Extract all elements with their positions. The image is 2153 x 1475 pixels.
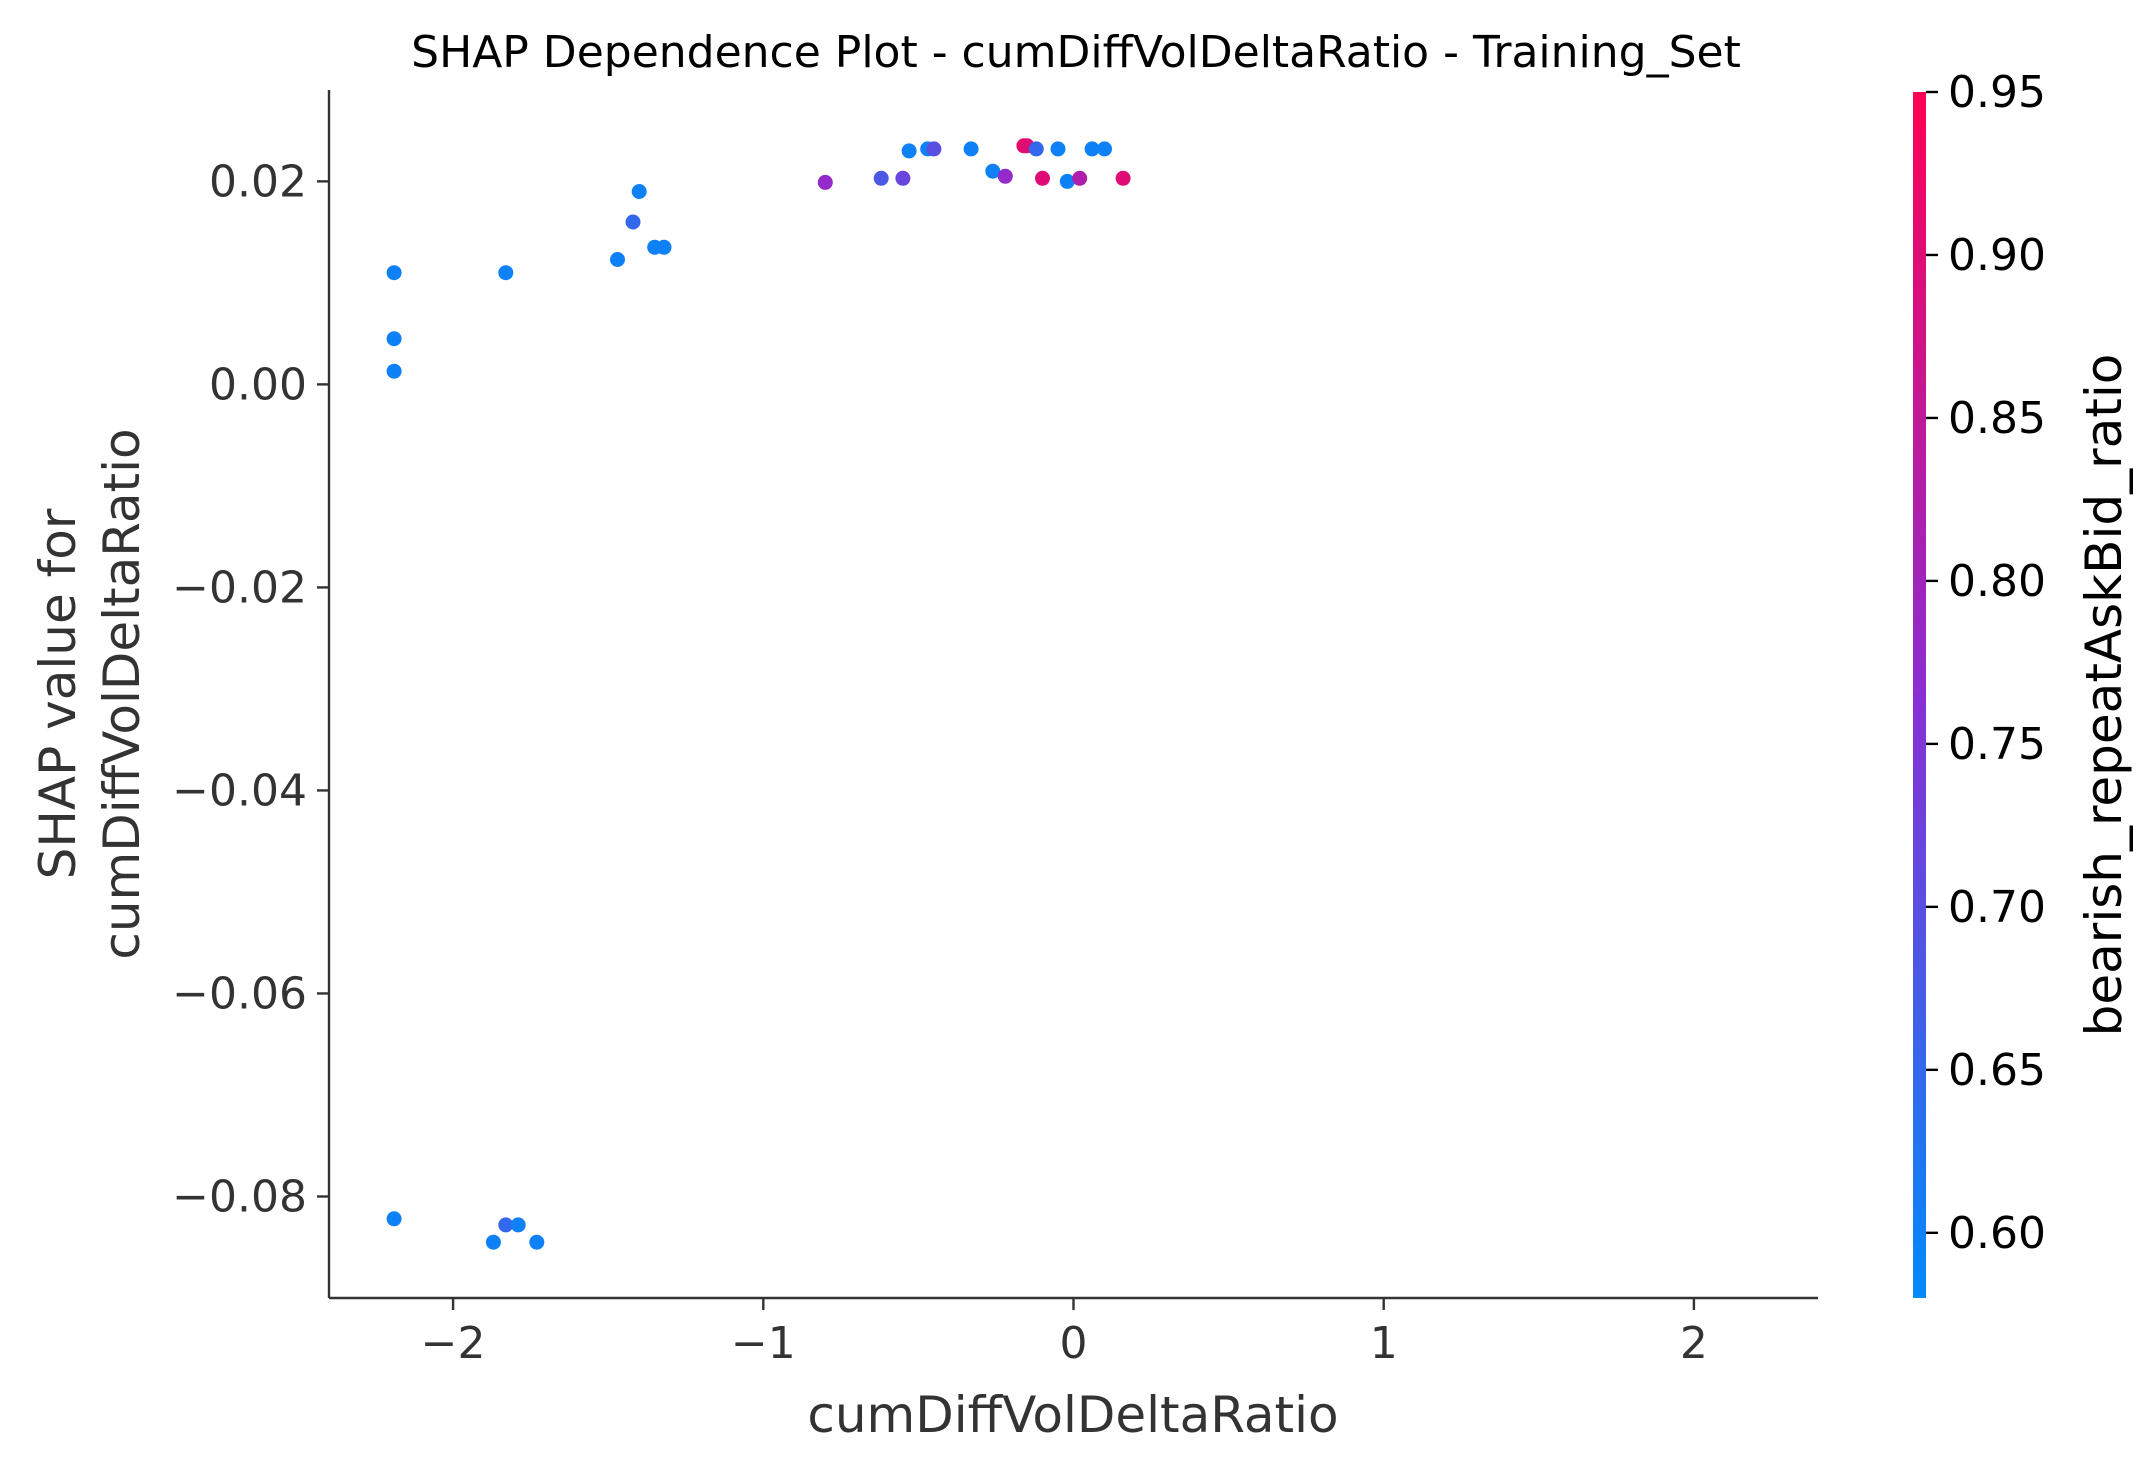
- colorbar-tick-label: 0.65: [1948, 1045, 2046, 1096]
- x-tick-label: −1: [731, 1318, 796, 1369]
- colorbar-tick-label: 0.70: [1948, 882, 2046, 933]
- data-point: [386, 363, 402, 379]
- data-point: [895, 170, 911, 186]
- y-axis-title-line-2: cumDiffVolDeltaRatio: [93, 428, 151, 959]
- colorbar-ticks: 0.95 0.90 0.85 0.80 0.75 0.70 0.65 0.60: [1926, 67, 2046, 1259]
- y-tick-label: 0.00: [209, 359, 307, 410]
- data-point: [498, 1217, 514, 1233]
- data-point: [963, 141, 979, 157]
- data-point: [1084, 141, 1100, 157]
- y-axis-title-line-1: SHAP value for: [29, 508, 87, 879]
- colorbar-tick-label: 0.85: [1948, 393, 2046, 444]
- scatter-points: [386, 138, 1131, 1250]
- data-point: [610, 252, 625, 267]
- y-tick-label: −0.02: [172, 562, 307, 613]
- data-point: [1035, 170, 1050, 186]
- colorbar-tick-label: 0.90: [1948, 230, 2046, 281]
- data-point: [498, 265, 514, 281]
- data-point: [1059, 173, 1075, 189]
- x-tick-label: 1: [1370, 1318, 1398, 1369]
- colorbar: [1913, 92, 1926, 1298]
- y-tick-label: 0.02: [209, 156, 307, 207]
- x-tick-label: 0: [1060, 1318, 1088, 1369]
- x-axis-ticks: −2 −1 0 1 2: [421, 1298, 1708, 1369]
- y-axis-title: SHAP value for cumDiffVolDeltaRatio: [29, 428, 151, 959]
- data-point: [901, 143, 917, 159]
- data-point: [625, 214, 641, 230]
- data-point: [529, 1234, 545, 1250]
- y-tick-label: −0.08: [172, 1171, 307, 1222]
- data-point: [631, 184, 647, 199]
- colorbar-tick-label: 0.60: [1948, 1208, 2046, 1259]
- data-point: [485, 1234, 501, 1250]
- y-tick-label: −0.06: [172, 968, 307, 1019]
- data-point: [985, 163, 1001, 179]
- data-point: [1097, 141, 1112, 157]
- data-point: [873, 170, 889, 186]
- data-point: [1050, 141, 1066, 157]
- colorbar-tick-label: 0.95: [1948, 67, 2046, 118]
- y-tick-label: −0.04: [172, 765, 307, 816]
- data-point: [1115, 170, 1131, 186]
- data-point: [997, 168, 1013, 184]
- x-axis-title: cumDiffVolDeltaRatio: [807, 1386, 1338, 1444]
- data-point: [1072, 170, 1088, 186]
- data-point: [1028, 141, 1044, 157]
- x-tick-label: −2: [421, 1318, 486, 1369]
- colorbar-title: bearish_repeatAskBid_ratio: [2075, 354, 2133, 1037]
- colorbar-tick-label: 0.80: [1948, 556, 2046, 607]
- data-point: [386, 265, 402, 281]
- chart-title: SHAP Dependence Plot - cumDiffVolDeltaRa…: [411, 27, 1741, 78]
- data-point: [656, 239, 672, 255]
- data-point: [926, 141, 942, 157]
- data-point: [817, 174, 833, 190]
- data-point: [386, 331, 402, 347]
- data-point: [386, 1211, 402, 1227]
- x-tick-label: 2: [1680, 1318, 1708, 1369]
- data-point: [510, 1217, 526, 1233]
- colorbar-tick-label: 0.75: [1948, 719, 2046, 770]
- y-axis-ticks: 0.02 0.00 −0.02 −0.04 −0.06 −0.08: [172, 156, 329, 1222]
